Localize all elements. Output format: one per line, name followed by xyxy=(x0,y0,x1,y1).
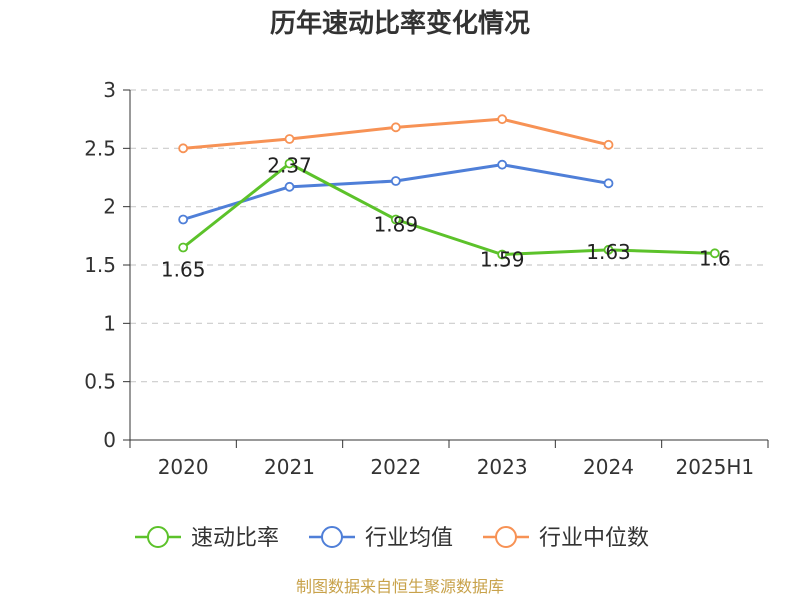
y-tick-label: 0 xyxy=(103,428,116,452)
x-tick-label: 2025H1 xyxy=(675,455,754,479)
data-point xyxy=(284,181,295,192)
data-label: 1.65 xyxy=(161,258,206,282)
data-point xyxy=(284,134,295,144)
data-point xyxy=(390,176,401,186)
data-point xyxy=(709,248,720,259)
data-point xyxy=(603,178,614,189)
x-tick-label: 2024 xyxy=(583,455,634,479)
data-point xyxy=(284,158,295,169)
legend-label: 行业中位数 xyxy=(539,526,649,551)
data-point xyxy=(497,159,508,170)
y-tick-label: 0.5 xyxy=(84,370,116,394)
data-point xyxy=(603,244,614,255)
x-tick-label: 2023 xyxy=(477,455,528,479)
series-line xyxy=(182,163,609,221)
y-tick-label: 1.5 xyxy=(84,253,116,277)
data-label: 2.37 xyxy=(267,154,312,178)
x-tick-label: 2022 xyxy=(370,455,421,479)
source-note: 制图数据来自恒生聚源数据库 xyxy=(295,577,504,596)
y-tick-label: 2.5 xyxy=(84,136,116,160)
series-line xyxy=(182,162,715,256)
data-point xyxy=(390,214,401,225)
legend-marker xyxy=(147,526,169,548)
chart-title: 历年速动比率变化情况 xyxy=(269,9,530,39)
legend-label: 速动比率 xyxy=(191,526,279,551)
data-point xyxy=(497,249,508,260)
y-tick-label: 3 xyxy=(103,78,116,102)
data-point xyxy=(390,122,401,133)
data-label: 1.89 xyxy=(374,213,419,237)
data-point xyxy=(178,242,189,253)
legend-marker xyxy=(321,526,343,548)
data-point xyxy=(497,114,508,125)
legend-label: 行业均值 xyxy=(365,526,453,551)
x-tick-label: 2020 xyxy=(158,455,209,479)
legend-marker xyxy=(495,526,517,548)
x-tick-label: 2021 xyxy=(264,455,315,479)
data-label: 1.63 xyxy=(586,240,631,264)
y-tick-label: 1 xyxy=(103,311,116,335)
data-point xyxy=(178,143,189,154)
data-point xyxy=(603,139,614,150)
y-tick-label: 2 xyxy=(103,195,116,219)
data-label: 1.59 xyxy=(480,248,525,272)
data-label: 1.6 xyxy=(699,246,731,270)
data-point xyxy=(178,214,189,225)
